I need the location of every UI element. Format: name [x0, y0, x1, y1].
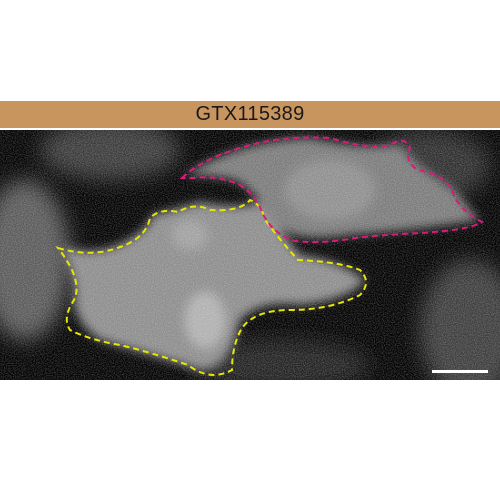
antibody-label-bar: GTX115389: [0, 101, 500, 128]
grain-texture: [0, 130, 500, 380]
antibody-label: GTX115389: [195, 103, 305, 125]
cell-outline-magenta: [179, 136, 484, 244]
fluorescence-micrograph: [0, 130, 500, 380]
divider: [0, 128, 500, 130]
scale-bar: [432, 370, 488, 373]
cell-outline-yellow: [55, 198, 367, 376]
